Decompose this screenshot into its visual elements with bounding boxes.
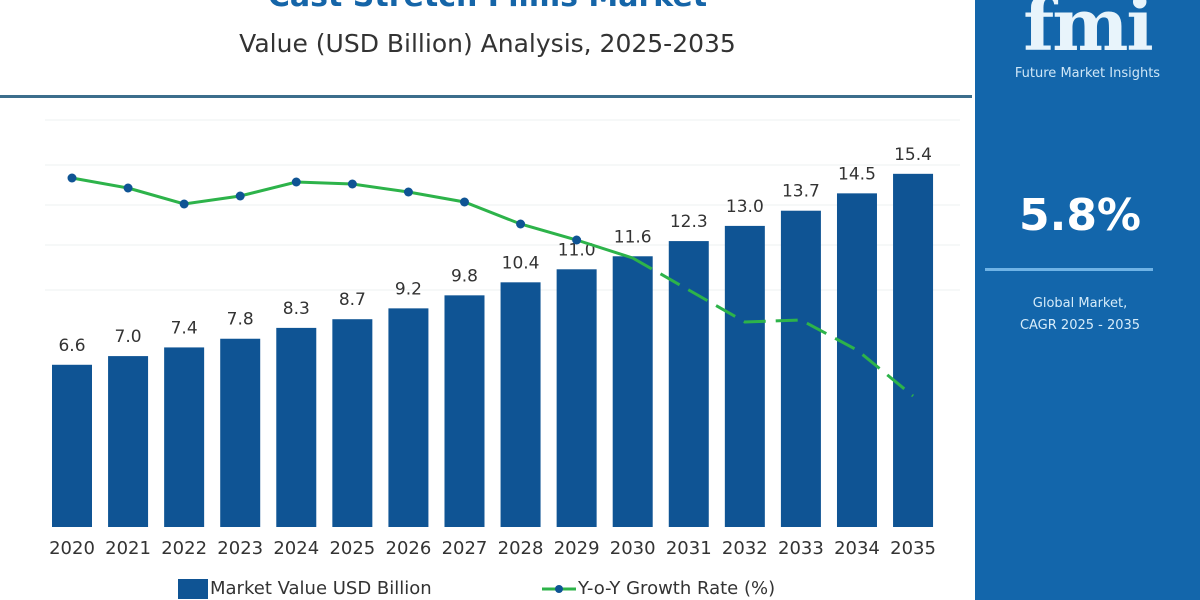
bar-2031 (668, 241, 709, 527)
brand-name: Future Market Insights (1014, 66, 1161, 81)
bar-2020 (52, 364, 92, 527)
bar-2035 (893, 173, 934, 527)
legend-label: Market Value USD Billion (210, 578, 432, 599)
bar-2025 (332, 319, 373, 527)
x-tick-2034: 2034 (834, 538, 880, 559)
legend-bar-swatch (178, 579, 208, 599)
bar-2022 (164, 347, 205, 527)
x-tick-2023: 2023 (217, 538, 263, 559)
bar-2026 (388, 308, 429, 527)
data-label-2033: 13.7 (782, 182, 820, 202)
growth-point-2025 (347, 179, 357, 189)
bar-2023 (220, 338, 261, 527)
data-label-2034: 14.5 (838, 164, 876, 184)
data-label-2030: 11.6 (614, 227, 652, 247)
growth-point-2023 (235, 191, 245, 201)
cagr-label-line-2: CAGR 2025 - 2035 (1019, 318, 1141, 333)
bar-2029 (556, 269, 597, 527)
bar-2032 (724, 225, 765, 527)
bar-2024 (276, 327, 317, 527)
cagr-divider (985, 268, 1153, 271)
growth-point-2020 (67, 173, 77, 183)
x-tick-2028: 2028 (498, 538, 544, 559)
data-label-2028: 10.4 (502, 253, 540, 273)
x-tick-2030: 2030 (610, 538, 656, 559)
data-label-2022: 7.4 (171, 318, 198, 338)
x-tick-2032: 2032 (722, 538, 768, 559)
data-label-2035: 15.4 (894, 145, 932, 165)
legend-item-market-value: Market Value USD Billion (178, 578, 432, 600)
cagr-value: 5.8% (1018, 190, 1142, 241)
x-tick-2033: 2033 (778, 538, 824, 559)
legend-item-growth-rate: Y-o-Y Growth Rate (%) (542, 578, 775, 600)
x-tick-2020: 2020 (49, 538, 95, 559)
data-label-2025: 8.7 (339, 290, 366, 310)
x-tick-2025: 2025 (329, 538, 375, 559)
growth-point-2029 (572, 235, 582, 245)
chart-subtitle: Value (USD Billion) Analysis, 2025-2035 (239, 29, 736, 58)
cagr-label-line-1: Global Market, (1032, 296, 1128, 311)
fmi-logo: fmi (1023, 0, 1154, 67)
legend-line-swatch (542, 585, 576, 593)
bar-2033 (780, 210, 821, 527)
x-tick-2026: 2026 (386, 538, 432, 559)
growth-point-2026 (403, 187, 413, 197)
chart-title: Cast Stretch Films Market (0, 0, 975, 14)
growth-point-2028 (516, 219, 526, 229)
bar-line-chart: 6.6 2020 7.0 2021 7.4 2022 7.8 2023 8.3 2024 8.7 20… (45, 119, 960, 559)
x-tick-2027: 2027 (442, 538, 488, 559)
data-label-2031: 12.3 (670, 212, 708, 232)
growth-line-solid (71, 176, 634, 260)
growth-point-2024 (291, 177, 301, 187)
x-tick-2022: 2022 (161, 538, 207, 559)
x-tick-2021: 2021 (105, 538, 151, 559)
header-divider (0, 95, 972, 98)
bar-2027 (444, 295, 485, 527)
bar-2021 (108, 356, 149, 527)
data-label-2029: 11.0 (558, 240, 596, 260)
data-label-2024: 8.3 (283, 299, 310, 319)
data-label-2027: 9.8 (451, 266, 478, 286)
bar-2030 (612, 256, 653, 527)
growth-point-2021 (123, 183, 133, 193)
x-tick-2031: 2031 (666, 538, 712, 559)
growth-line-dashed (631, 256, 915, 398)
growth-point-2027 (459, 197, 469, 207)
data-label-2032: 13.0 (726, 197, 764, 217)
data-label-2020: 6.6 (58, 336, 85, 356)
side-panel: fmi Future Market Insights 5.8% Global M… (975, 0, 1200, 600)
legend-label: Y-o-Y Growth Rate (%) (578, 578, 776, 599)
chart-area: Cast Stretch Films Market Value (USD Bil… (0, 0, 975, 600)
data-label-2026: 9.2 (395, 279, 422, 299)
bar-2028 (500, 282, 541, 527)
x-tick-2024: 2024 (273, 538, 319, 559)
x-tick-2029: 2029 (554, 538, 600, 559)
data-label-2023: 7.8 (227, 310, 254, 330)
x-tick-2035: 2035 (890, 538, 936, 559)
growth-point-2022 (179, 199, 189, 209)
data-label-2021: 7.0 (115, 327, 142, 347)
cagr-label: Global Market, CAGR 2025 - 2035 (975, 293, 1185, 337)
